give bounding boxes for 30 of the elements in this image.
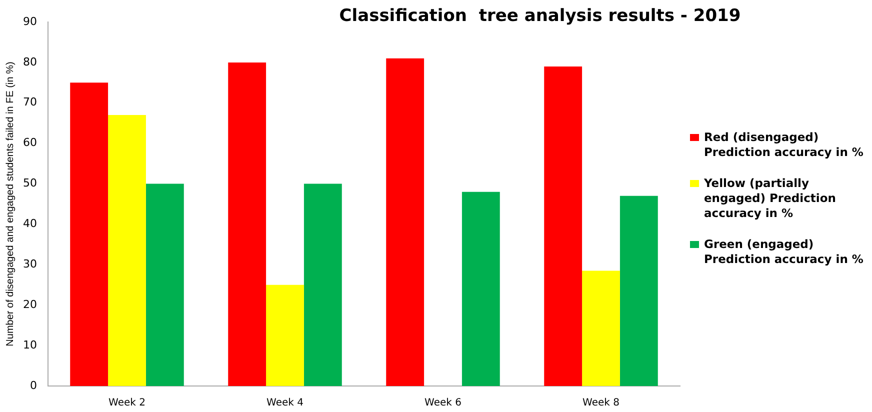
bar [146, 184, 184, 386]
y-tick-label: 90 [22, 14, 37, 28]
y-tick-label: 30 [22, 258, 37, 271]
bar [386, 58, 424, 386]
chart-title: Classification tree analysis results - 2019 [338, 6, 742, 26]
bar [108, 115, 146, 386]
y-tick-label: 40 [22, 217, 37, 230]
x-tick-label: Week 6 [424, 398, 462, 409]
x-tick-label: Week 8 [582, 398, 620, 409]
y-tick-label: 20 [22, 298, 37, 311]
y-tick-label: 70 [22, 96, 37, 109]
x-tick-label: Week 2 [108, 398, 146, 409]
y-axis-title: Number of disengaged and engaged students failed in FE (in %) [4, 62, 16, 346]
bar [228, 62, 266, 386]
y-tick-label: 0 [30, 378, 37, 392]
bar [582, 270, 620, 386]
legend-label: Yellow (partially engaged) Prediction accuracy in % [704, 176, 837, 221]
legend-label: Green (engaged) Prediction accuracy in % [704, 237, 864, 267]
bar [266, 284, 304, 386]
bar [544, 66, 582, 386]
bar [70, 82, 108, 386]
bar [462, 192, 500, 386]
y-tick-label: 10 [22, 338, 37, 352]
y-tick-label: 50 [22, 176, 37, 190]
x-tick-label: Week 4 [266, 398, 304, 409]
y-tick-label: 80 [22, 55, 37, 68]
y-tick-label: 60 [22, 136, 37, 150]
legend-label: Red (disengaged) Prediction accuracy in % [704, 130, 864, 160]
bar [620, 196, 658, 386]
bar [304, 184, 342, 386]
